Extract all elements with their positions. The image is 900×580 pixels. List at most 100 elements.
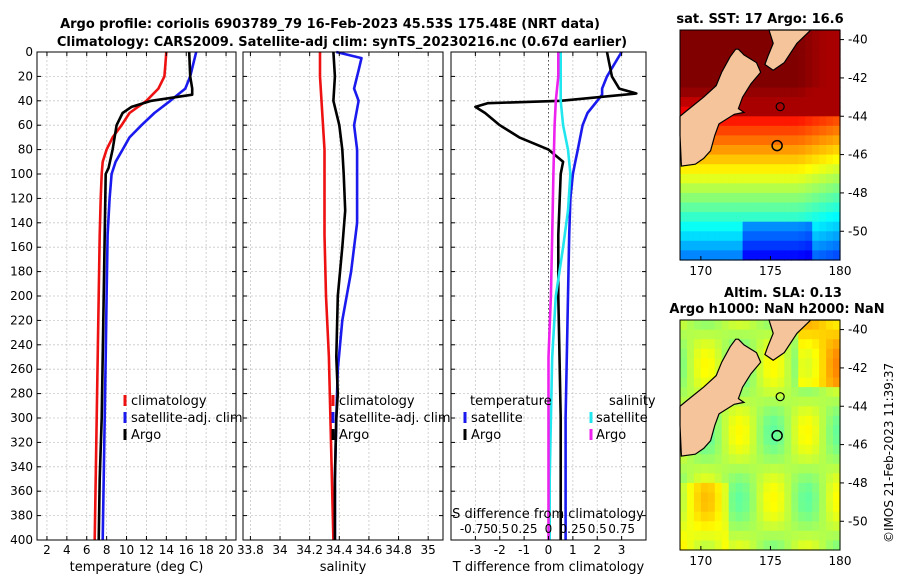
sst-cell: [693, 87, 702, 98]
sla-cell: [763, 387, 772, 398]
sst-cell: [714, 221, 723, 232]
sst-cell: [812, 240, 820, 251]
sst-cell: [693, 202, 702, 213]
sst-cell: [812, 30, 820, 41]
top-axis-tick-label: -0.75: [460, 522, 491, 536]
sst-cell: [784, 164, 792, 175]
sst-cell: [735, 231, 744, 242]
sst-cell: [770, 240, 778, 251]
sst-cell: [749, 231, 758, 242]
sst-cell: [805, 87, 813, 98]
sla-cell: [749, 444, 758, 455]
sla-cell: [680, 463, 688, 474]
sst-cell: [749, 221, 758, 232]
sla-cell: [728, 463, 737, 474]
sst-cell: [680, 58, 688, 69]
sst-cell: [728, 202, 737, 213]
sst-cell: [784, 135, 792, 146]
sla-cell: [721, 492, 730, 503]
sst-cell: [819, 250, 827, 261]
sst-cell: [819, 221, 827, 232]
sla-cell: [728, 425, 737, 436]
sst-cell: [680, 212, 688, 223]
sst-cell: [721, 135, 730, 146]
sst-cell: [833, 164, 841, 175]
sst-cell: [714, 68, 723, 79]
sla-cell: [763, 425, 772, 436]
sst-cell: [819, 231, 827, 242]
sla-cell: [819, 444, 827, 455]
sst-cell: [707, 58, 716, 69]
sst-cell: [735, 39, 744, 50]
sst-cell: [791, 116, 799, 127]
sla-cell: [742, 435, 751, 446]
sla-cell: [735, 511, 744, 522]
map-y-tick-label: -48: [848, 476, 868, 490]
sla-cell: [687, 387, 695, 398]
map-y-tick-label: -46: [848, 148, 868, 162]
sst-cell: [728, 240, 737, 251]
sst-cell: [693, 49, 702, 60]
sst-cell: [826, 192, 834, 204]
sla-cell: [833, 339, 841, 350]
sla-cell: [749, 320, 758, 331]
sst-cell: [687, 164, 695, 175]
sla-cell: [777, 530, 785, 541]
sla-cell: [791, 530, 799, 541]
sst-cell: [763, 77, 772, 89]
sla-cell: [791, 406, 799, 417]
sst-cell: [791, 97, 799, 108]
sst-cell: [749, 39, 758, 50]
sst-cell: [756, 250, 765, 261]
sla-cell: [680, 502, 688, 513]
sst-cell: [819, 154, 827, 165]
sst-cell: [742, 202, 751, 213]
sst-cell: [680, 77, 688, 89]
sla-cell: [805, 329, 813, 340]
sla-cell: [833, 444, 841, 455]
sla-cell: [756, 367, 765, 379]
salinity-panel: 33.8 34 34.2 34.4 34.6 34.8 35 salinity climatol…: [237, 50, 451, 575]
sla-cell: [700, 473, 709, 484]
sla-cell: [714, 521, 723, 532]
sla-cell: [819, 367, 827, 379]
sla-cell: [735, 502, 744, 513]
sst-cell: [819, 173, 827, 184]
sla-cell: [833, 482, 841, 494]
sla-cell: [777, 425, 785, 436]
sst-cell: [791, 250, 799, 261]
sla-cell: [687, 540, 695, 551]
sla-cell: [680, 367, 688, 379]
sla-cell: [714, 444, 723, 455]
sst-cell: [812, 192, 820, 204]
sla-cell: [784, 415, 792, 426]
sla-cell: [735, 492, 744, 503]
sla-cell: [687, 454, 695, 465]
sst-cell: [735, 116, 744, 127]
sla-cell: [742, 425, 751, 436]
sla-cell: [805, 444, 813, 455]
sla-cell: [833, 367, 841, 379]
sla-cell: [756, 540, 765, 551]
sst-cell: [763, 49, 772, 60]
sla-cell: [680, 339, 688, 350]
sst-cell: [728, 135, 737, 146]
sst-cell: [833, 183, 841, 194]
sla-cell: [791, 435, 799, 446]
sst-cell: [833, 231, 841, 242]
difference-panel: -3 -2 -1 0 1 2 3 T difference from climatology t…: [450, 51, 656, 575]
x-tick-label: -1: [518, 543, 530, 557]
legend-label: Argo: [131, 428, 161, 443]
y-tick-label: 180: [10, 265, 33, 279]
sst-cell: [805, 221, 813, 232]
sla-cell: [833, 425, 841, 436]
sst-cell: [714, 212, 723, 223]
sla-cell: [735, 406, 744, 417]
sst-cell: [812, 183, 820, 194]
sla-cell: [763, 482, 772, 494]
sst-cell: [812, 173, 820, 184]
sst-cell: [714, 58, 723, 69]
sst-cell: [687, 250, 695, 261]
sst-cell: [770, 125, 778, 136]
sla-cell: [756, 329, 765, 340]
